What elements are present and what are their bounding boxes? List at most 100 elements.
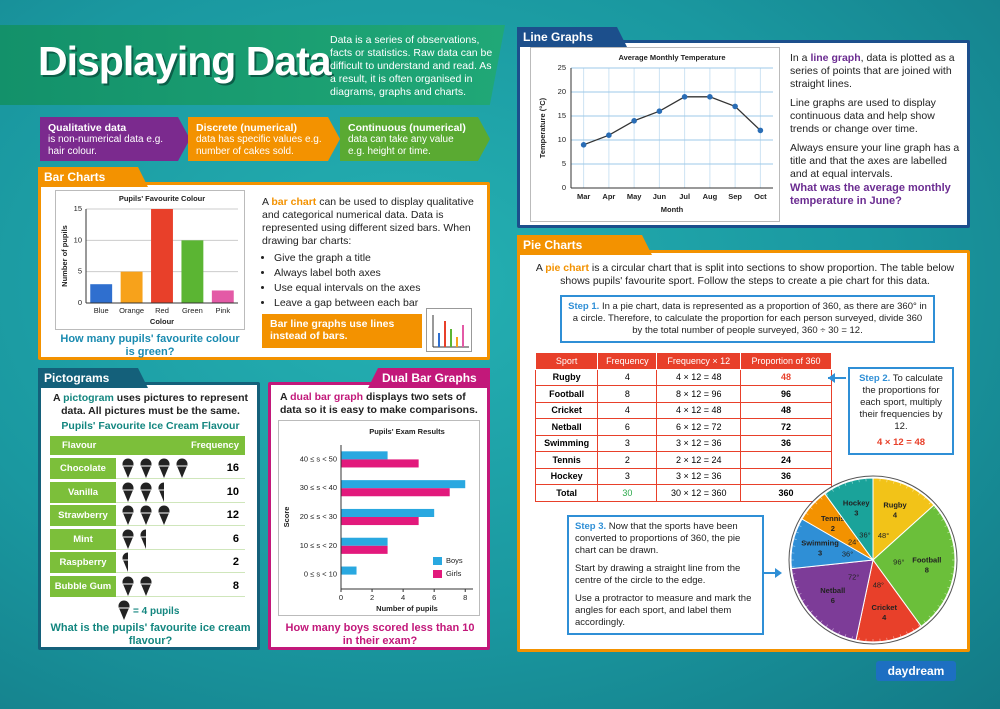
- table-cell: 72: [739, 418, 833, 436]
- protractor-tick: [923, 620, 926, 624]
- cone: [123, 489, 133, 502]
- icon: [140, 576, 152, 596]
- text-run: , data is plotted as a series of points …: [790, 52, 955, 90]
- protractor-tick: [792, 545, 796, 547]
- step-label: Step 3.: [575, 521, 607, 532]
- cone: [141, 489, 151, 502]
- step-label: Step 2.: [859, 373, 891, 384]
- protractor-tick: [906, 485, 908, 489]
- intro-text: Data is a series of observations, facts …: [330, 34, 493, 98]
- y-tick-label: 10 ≤ s < 20: [300, 541, 337, 550]
- bar-line-icon: [426, 308, 472, 352]
- protractor-tick: [937, 605, 941, 608]
- legend-swatch: [433, 570, 442, 578]
- table-cell: Cricket: [534, 401, 599, 419]
- table-cell: 3 × 12 = 36: [656, 467, 741, 485]
- paragraph: A pictogram uses pictures to represent d…: [48, 392, 253, 418]
- scoop: [140, 529, 146, 540]
- protractor-tick: [838, 485, 840, 489]
- scoop: [140, 458, 152, 470]
- section-heading: Bar Charts: [38, 167, 148, 187]
- pictogram-row: Mint 6: [50, 528, 245, 550]
- scoop: [122, 482, 134, 493]
- step-text: Now that the sports have been converted …: [575, 521, 741, 556]
- cone: [123, 536, 133, 549]
- x-tick-label: Sep: [728, 192, 742, 201]
- protractor-tick: [906, 631, 908, 635]
- text-run: A: [535, 262, 546, 274]
- slice-count: 3: [818, 549, 822, 558]
- frequency: 12: [226, 509, 239, 521]
- text-run: can be used to display qualitative and c…: [262, 196, 474, 247]
- table-cell: Total: [534, 484, 599, 502]
- slice-label: Netball: [820, 586, 845, 595]
- pictogram-row: Vanilla 10: [50, 481, 245, 503]
- protractor-tick: [814, 615, 818, 619]
- protractor-tick: [793, 538, 797, 540]
- slice: [872, 504, 956, 628]
- keyword: line graph: [810, 52, 861, 64]
- protractor-tick: [893, 480, 895, 484]
- y-tick-label: 40 ≤ s < 50: [300, 454, 337, 463]
- angle-label: 72°: [848, 572, 859, 581]
- pictogram-key: = 4 pupils: [115, 600, 179, 621]
- axis-title: Number of pupils: [60, 225, 69, 287]
- chart-title: Pupils' Exam Results: [369, 427, 445, 436]
- icon: [122, 529, 134, 549]
- pie-chart: Rugby448°Football896°Cricket448°Netball6…: [788, 475, 958, 645]
- table-cell: 3 × 12 = 36: [656, 434, 741, 452]
- step-text: To calculate the proportions for each sp…: [859, 373, 943, 432]
- y-tick-label: 0: [562, 183, 566, 192]
- slice: [790, 559, 874, 641]
- logo: daydream: [876, 661, 956, 681]
- point: [707, 94, 713, 100]
- frequency: 16: [226, 462, 239, 474]
- text-run: Always ensure your line graph has a titl…: [790, 142, 960, 180]
- icons: [122, 529, 146, 549]
- icon: [176, 458, 188, 478]
- table-cell: 2: [597, 451, 658, 469]
- point: [732, 103, 738, 110]
- bar: [120, 271, 143, 303]
- slice-label: Hockey: [843, 499, 871, 508]
- icon-set: [122, 552, 128, 572]
- bar: [341, 508, 435, 517]
- y-tick-label: 10: [74, 235, 82, 244]
- x-tick-label: 2: [370, 593, 374, 602]
- protractor-tick: [820, 620, 823, 624]
- scoop: [158, 458, 170, 470]
- x-tick-label: Pink: [216, 306, 231, 315]
- protractor-tick: [912, 488, 915, 492]
- column-header: Proportion of 360: [739, 352, 833, 370]
- bullet: Leave a gap between each bar: [274, 297, 484, 310]
- table-cell: 4 × 12 = 48: [656, 368, 741, 386]
- step-text: Use a protractor to measure and mark the…: [575, 593, 752, 628]
- cone: [141, 466, 151, 478]
- scoop: [122, 458, 134, 470]
- bar-chart: Pupils' Favourite Colour 0 5 10 15 Blue Orange…: [55, 190, 245, 330]
- x-tick-label: 8: [463, 593, 467, 602]
- protractor-tick: [795, 531, 799, 534]
- legend-label: Girls: [446, 569, 462, 578]
- table-cell: Rugby: [534, 368, 599, 386]
- protractor-tick: [844, 482, 847, 486]
- slice-label: Rugby: [883, 501, 907, 510]
- column-header: Frequency: [597, 352, 658, 370]
- paragraph: A bar chart can be used to display quali…: [262, 196, 484, 248]
- icon: [118, 600, 130, 620]
- table-row: Netball 6 6 × 12 = 72 72: [534, 418, 833, 436]
- bar: [211, 290, 234, 303]
- slice: [872, 477, 935, 562]
- bullet: Give the graph a title: [274, 252, 484, 265]
- type-text: data can take any value e.g. height or t…: [348, 134, 454, 157]
- bar: [90, 284, 113, 303]
- key-icon-group: [118, 600, 130, 620]
- y-tick-label: 5: [78, 267, 82, 276]
- table-row: Rugby 4 4 × 12 = 48 48: [534, 368, 833, 386]
- table-cell: 24: [739, 451, 833, 469]
- question: How many boys scored less than 10 in the…: [285, 622, 475, 647]
- y-tick-label: 10: [558, 135, 566, 144]
- icons: [122, 458, 188, 478]
- protractor-tick: [858, 479, 860, 483]
- protractor-tick: [805, 605, 809, 608]
